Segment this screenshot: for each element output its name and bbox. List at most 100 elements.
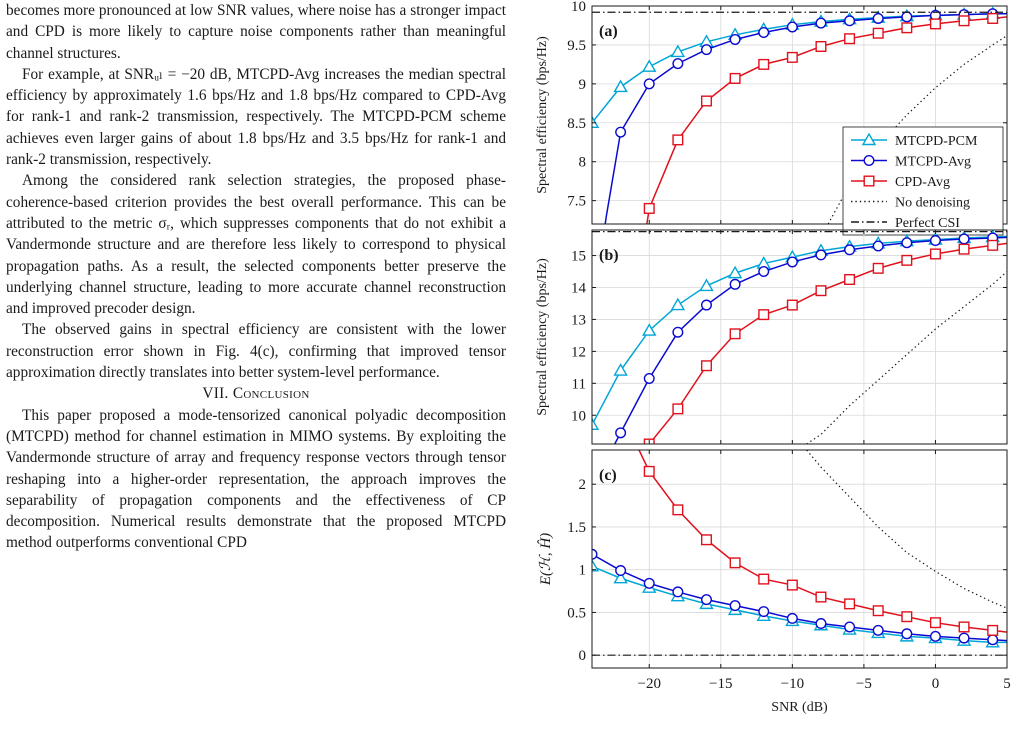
panel-a: 7.5 8 8.5 9 9.5 10 (a) Spectral efficiency (bps… (535, 0, 1008, 236)
y-tick-label: 1 (579, 563, 587, 579)
series-line-mtcpd-avg (592, 553, 1007, 642)
series-group (592, 450, 1007, 656)
marker-square (672, 504, 684, 516)
marker-circle (643, 373, 655, 385)
marker-square (844, 33, 856, 45)
marker-triangle (699, 278, 714, 292)
marker-square (672, 403, 684, 415)
marker-square (758, 58, 770, 70)
marker-circle (643, 78, 655, 90)
series-line-cpd-avg (648, 242, 1007, 444)
y-tick-label: 15 (571, 249, 586, 265)
y-tick-label: 14 (571, 280, 587, 296)
marker-square (786, 51, 798, 63)
marker-circle (700, 299, 712, 311)
marker-square (786, 299, 798, 311)
marker-square (815, 40, 827, 52)
marker-triangle (613, 363, 628, 376)
marker-square (815, 591, 827, 603)
marker-circle (844, 15, 856, 27)
y-tick-label: 10 (571, 408, 586, 424)
marker-circle (844, 244, 856, 256)
figure-chart: 7.588.599.510(a)Spectral efficiency (bps… (535, 0, 1011, 715)
marker-square (700, 360, 712, 372)
marker-circle (758, 26, 770, 38)
marker-square (958, 621, 970, 633)
marker-square (872, 262, 884, 274)
marker-circle (844, 621, 856, 633)
marker-circle (758, 266, 770, 278)
legend-label-mtcpd-pcm: MTCPD-PCM (895, 134, 978, 149)
marker-square (844, 598, 856, 610)
paragraph-4: The observed gains in spectral efficienc… (6, 321, 506, 382)
marker-circle (700, 44, 712, 56)
marker-circle (615, 565, 627, 577)
marker-square (700, 95, 712, 107)
x-tick-label: −15 (709, 676, 732, 692)
plot-frame (591, 449, 1008, 669)
paragraph-1: becomes more pronounced at low SNR value… (6, 2, 506, 62)
series-line-no-denoising (806, 450, 1007, 609)
marker-square (729, 328, 741, 340)
marker-circle (815, 17, 827, 29)
plot-frame (591, 5, 1008, 225)
marker-triangle (727, 265, 743, 279)
marker-circle (901, 628, 913, 640)
x-axis-label: SNR (dB) (771, 700, 828, 715)
paragraph-5: This paper proposed a mode-tensorized ca… (6, 406, 506, 552)
marker-square (901, 611, 913, 623)
marker-triangle (613, 570, 628, 584)
y-axis-label: E(ℋ, Ĥ) (537, 533, 554, 586)
plot-frame (591, 229, 1008, 445)
marker-triangle (592, 115, 600, 128)
marker-square (987, 624, 999, 636)
panel-label: (a) (599, 23, 618, 40)
series-line-mtcpd-avg (613, 236, 1007, 444)
panel-b: 10 11 12 13 14 15 (b) Spectral efficiency (bps/… (535, 229, 1008, 445)
y-tick-label: 11 (572, 376, 586, 392)
marker-square (672, 134, 684, 146)
y-tick-label: 9.5 (567, 38, 586, 54)
marker-square (901, 22, 913, 34)
text-column: becomes more pronounced at low SNR value… (6, 0, 506, 554)
marker-circle (872, 240, 884, 252)
marker-triangle (670, 44, 686, 58)
marker-circle (929, 235, 941, 247)
marker-square (643, 202, 655, 214)
marker-circle (592, 548, 598, 560)
marker-triangle (670, 297, 686, 311)
marker-square (863, 175, 875, 187)
marker-square (987, 12, 999, 24)
panel-label: (c) (599, 467, 617, 484)
marker-triangle (861, 132, 877, 146)
marker-circle (901, 237, 913, 249)
marker-square (643, 465, 655, 477)
y-tick-label: 13 (571, 312, 586, 328)
marker-square (844, 274, 856, 286)
series-line-mtcpd-pcm (592, 235, 1007, 426)
legend-label-perfect-csi: Perfect CSI (895, 216, 960, 231)
marker-circle (729, 600, 741, 612)
marker-circle (729, 33, 741, 45)
series-group (592, 230, 1007, 444)
y-tick-label: 12 (571, 344, 586, 360)
y-tick-label: 0.5 (567, 605, 586, 621)
marker-square (815, 285, 827, 297)
y-tick-label: 10 (571, 0, 586, 15)
marker-square (729, 557, 741, 569)
marker-circle (729, 278, 741, 290)
marker-circle (672, 586, 684, 598)
y-tick-label: 0 (579, 648, 587, 664)
section-heading: VII. Conclusion (6, 383, 506, 404)
marker-circle (815, 618, 827, 630)
y-tick-label: 7.5 (567, 194, 586, 210)
marker-circle (700, 594, 712, 606)
marker-circle (758, 606, 770, 618)
marker-circle (901, 11, 913, 23)
marker-square (929, 248, 941, 260)
marker-triangle (592, 558, 600, 572)
marker-square (758, 309, 770, 321)
series-line-no-denoising (827, 35, 1007, 224)
marker-circle (929, 630, 941, 642)
x-tick-label: −5 (856, 676, 872, 692)
